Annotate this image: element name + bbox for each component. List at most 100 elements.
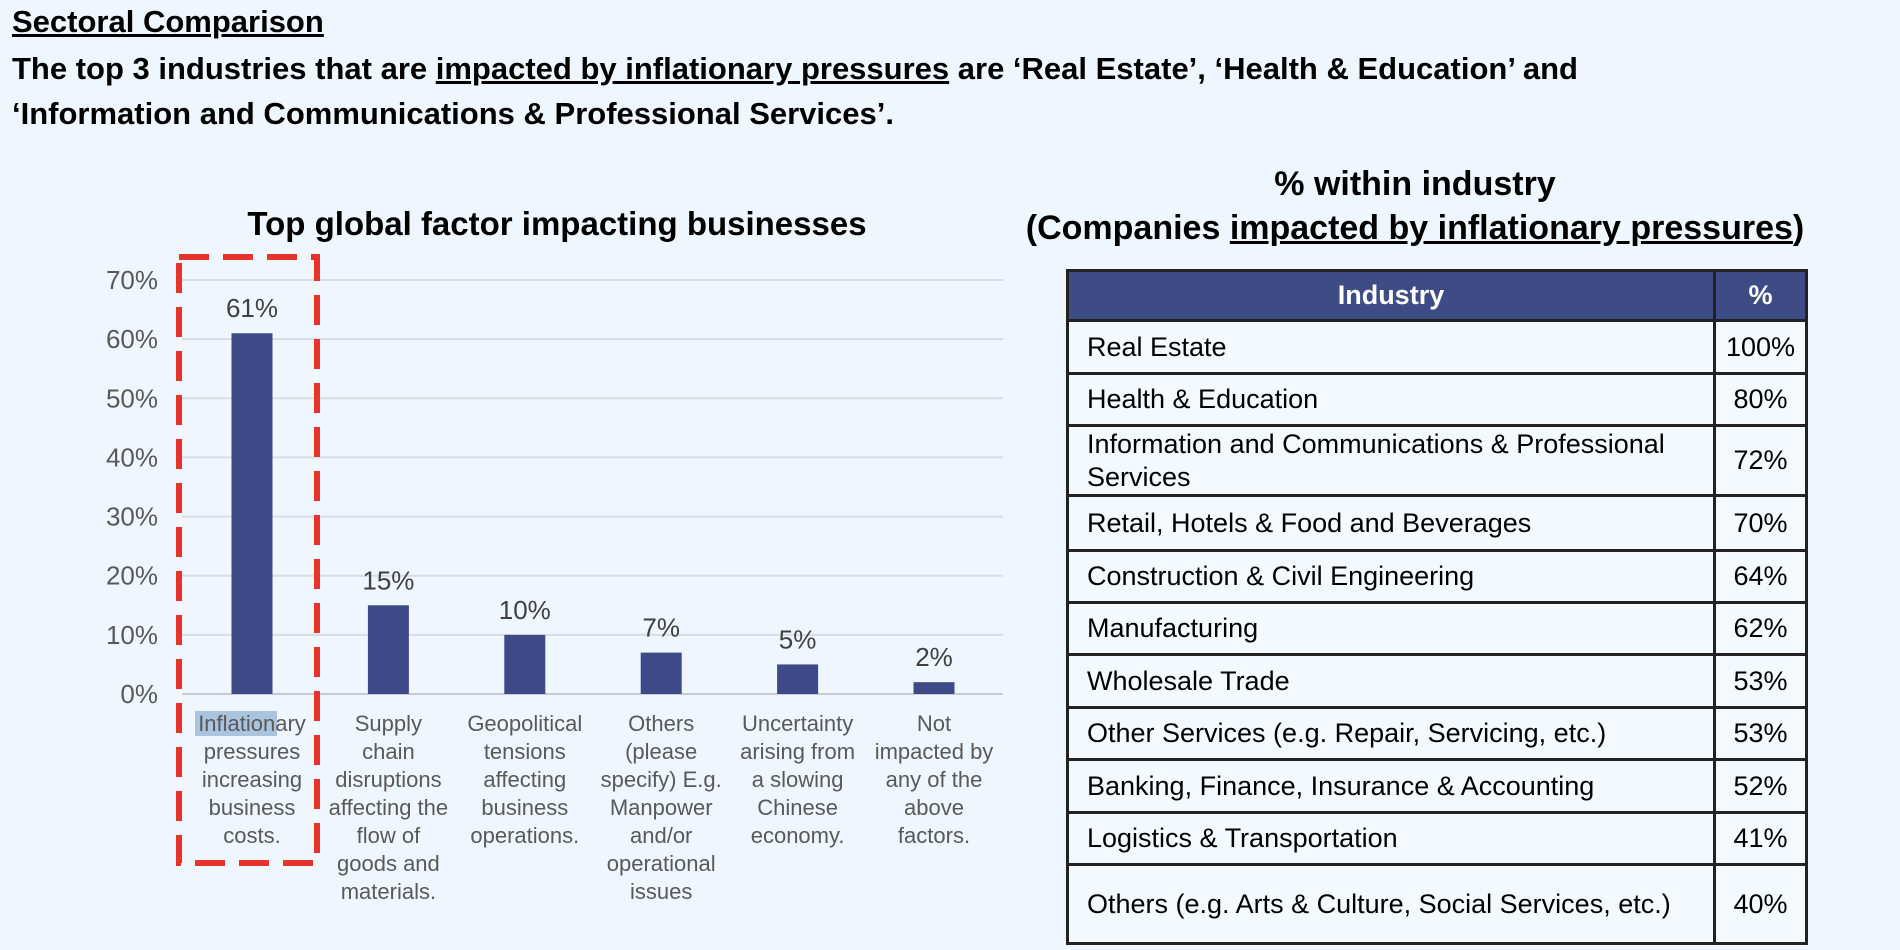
category-label-line: operations. bbox=[470, 823, 579, 848]
bar bbox=[913, 682, 955, 694]
table-title-emphasis: impacted by inflationary pressures bbox=[1229, 209, 1793, 247]
percent-cell: 52% bbox=[1712, 758, 1809, 814]
category-label-line: (please bbox=[625, 739, 697, 764]
category-label-line: business bbox=[481, 795, 568, 820]
summary-part: are ‘Real Estate’, ‘Health & Education’ … bbox=[949, 51, 1578, 86]
y-tick-label: 30% bbox=[106, 502, 158, 532]
percent-cell: 41% bbox=[1712, 811, 1809, 866]
industry-cell: Information and Communications & Profess… bbox=[1066, 424, 1716, 497]
industry-cell: Wholesale Trade bbox=[1066, 653, 1716, 709]
category-label-line: Others bbox=[628, 711, 694, 736]
category-label-line: arising from bbox=[740, 739, 855, 764]
category-label-line: Supply bbox=[355, 711, 422, 736]
bar bbox=[231, 333, 273, 694]
table-title-part: ) bbox=[1792, 209, 1805, 247]
category-label-line: affecting the bbox=[329, 795, 448, 820]
category-label-line: and/or bbox=[630, 823, 692, 848]
industry-cell: Retail, Hotels & Food and Beverages bbox=[1066, 494, 1716, 552]
industry-cell: Other Services (e.g. Repair, Servicing, … bbox=[1066, 706, 1716, 761]
data-label: 2% bbox=[915, 642, 953, 672]
header-industry: Industry bbox=[1066, 269, 1716, 322]
percent-cell: 62% bbox=[1712, 601, 1809, 656]
y-tick-label: 10% bbox=[106, 620, 158, 650]
y-tick-label: 50% bbox=[106, 383, 158, 413]
category-label-line: a slowing bbox=[752, 767, 844, 792]
industry-cell: Health & Education bbox=[1066, 372, 1716, 427]
industry-cell: Banking, Finance, Insurance & Accounting bbox=[1066, 758, 1716, 814]
data-label: 61% bbox=[226, 293, 278, 323]
table-row: Wholesale Trade 53% bbox=[1066, 653, 1809, 709]
category-label-line: impacted by bbox=[875, 739, 994, 764]
table-row: Construction & Civil Engineering 64% bbox=[1066, 549, 1809, 604]
category-label-line: Inflationary bbox=[198, 711, 306, 736]
summary-text: The top 3 industries that are impacted b… bbox=[12, 46, 1900, 136]
bar bbox=[504, 634, 546, 694]
category-label-line: factors. bbox=[898, 823, 970, 848]
data-label: 7% bbox=[642, 613, 680, 643]
industry-cell: Others (e.g. Arts & Culture, Social Serv… bbox=[1066, 863, 1716, 945]
chart-title: Top global factor impacting businesses bbox=[247, 205, 867, 242]
y-tick-label: 60% bbox=[106, 324, 158, 354]
category-label-line: operational bbox=[607, 851, 716, 876]
y-tick-label: 20% bbox=[106, 561, 158, 591]
bar bbox=[367, 605, 409, 694]
industry-cell: Construction & Civil Engineering bbox=[1066, 549, 1716, 604]
table-row: Banking, Finance, Insurance & Accounting… bbox=[1066, 758, 1809, 814]
category-label-line: economy. bbox=[751, 823, 845, 848]
industry-cell: Manufacturing bbox=[1066, 601, 1716, 656]
category-label-line: affecting bbox=[483, 767, 566, 792]
percent-cell: 70% bbox=[1712, 494, 1809, 552]
data-label: 10% bbox=[499, 595, 551, 625]
category-label-line: chain bbox=[362, 739, 415, 764]
y-tick-label: 40% bbox=[106, 442, 158, 472]
category-label-line: issues bbox=[630, 879, 692, 904]
table-title-part: (Companies bbox=[1025, 209, 1230, 247]
percent-cell: 80% bbox=[1712, 372, 1809, 427]
table-row: Retail, Hotels & Food and Beverages 70% bbox=[1066, 494, 1809, 552]
table-title: % within industry (Companies impacted by… bbox=[980, 162, 1850, 250]
industry-cell: Real Estate bbox=[1066, 319, 1716, 375]
category-label-line: materials. bbox=[341, 879, 436, 904]
category-label-line: pressures bbox=[204, 739, 301, 764]
category-label-line: any of the bbox=[886, 767, 983, 792]
summary-part: The top 3 industries that are bbox=[12, 51, 436, 86]
highlight-dashed-box bbox=[176, 254, 320, 866]
summary-emphasis: impacted by inflationary pressures bbox=[435, 51, 950, 86]
category-label-line: tensions bbox=[484, 739, 566, 764]
table-row: Others (e.g. Arts & Culture, Social Serv… bbox=[1066, 863, 1809, 945]
category-label-line: disruptions bbox=[335, 767, 441, 792]
data-label: 5% bbox=[779, 624, 817, 654]
table-row: Other Services (e.g. Repair, Servicing, … bbox=[1066, 706, 1809, 761]
text-selection-highlight bbox=[195, 711, 277, 736]
category-label-line: costs. bbox=[223, 823, 280, 848]
category-label-line: specify) E.g. bbox=[601, 767, 722, 792]
percent-cell: 40% bbox=[1712, 863, 1809, 945]
table-title-line1: % within industry bbox=[1274, 165, 1556, 203]
bar bbox=[640, 652, 682, 694]
category-label-line: above bbox=[904, 795, 964, 820]
y-tick-label: 70% bbox=[106, 265, 158, 295]
y-tick-label: 0% bbox=[120, 679, 158, 709]
data-label: 15% bbox=[362, 565, 414, 595]
category-label-line: Chinese bbox=[757, 795, 838, 820]
category-label-line: flow of bbox=[357, 823, 421, 848]
table-row: Information and Communications & Profess… bbox=[1066, 424, 1809, 497]
percent-cell: 64% bbox=[1712, 549, 1809, 604]
header-percent: % bbox=[1712, 269, 1809, 322]
bar bbox=[777, 664, 819, 694]
table-row: Logistics & Transportation 41% bbox=[1066, 811, 1809, 866]
category-label-line: increasing bbox=[202, 767, 302, 792]
category-label-line: Manpower bbox=[610, 795, 713, 820]
table-row: Manufacturing 62% bbox=[1066, 601, 1809, 656]
table-row: Health & Education 80% bbox=[1066, 372, 1809, 427]
summary-line2: ‘Information and Communications & Profes… bbox=[12, 96, 894, 131]
table-row: Real Estate 100% bbox=[1066, 319, 1809, 375]
percent-cell: 53% bbox=[1712, 706, 1809, 761]
industry-table: Industry % Real Estate 100% Health & Educa… bbox=[1066, 269, 1809, 945]
category-label-line: Geopolitical bbox=[467, 711, 582, 736]
category-label-line: Uncertainty bbox=[742, 711, 853, 736]
category-label-line: business bbox=[209, 795, 296, 820]
category-label-line: goods and bbox=[337, 851, 440, 876]
page-heading: Sectoral Comparison bbox=[12, 4, 324, 39]
